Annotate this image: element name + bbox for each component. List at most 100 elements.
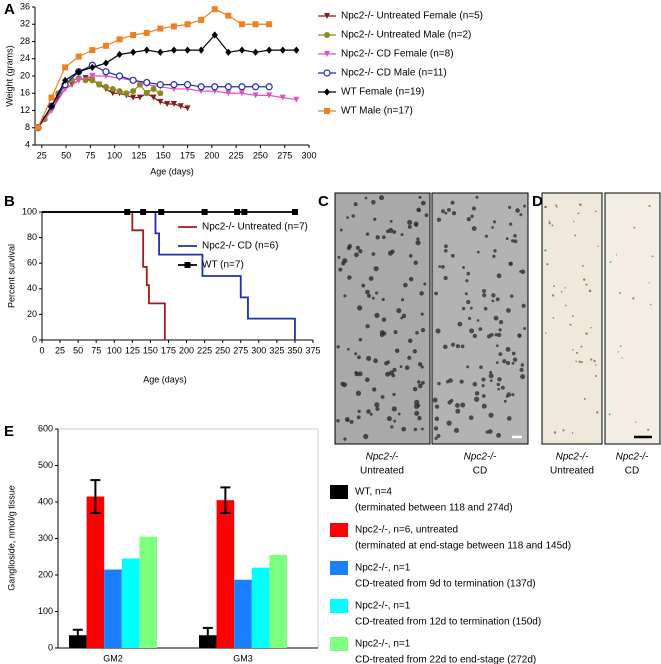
texture: [393, 330, 398, 335]
texture: [552, 317, 555, 319]
texture: [390, 425, 394, 429]
texture: [470, 214, 474, 219]
marker: [184, 262, 191, 268]
texture: [373, 358, 378, 364]
texture: [509, 294, 514, 298]
texture: [497, 332, 502, 338]
legend-description: CD-treated from 9d to termination (137d): [355, 579, 536, 590]
texture: [521, 303, 526, 308]
x-tick-label: 300: [301, 150, 316, 160]
marker: [266, 46, 273, 54]
texture: [407, 224, 412, 229]
marker: [75, 77, 82, 84]
texture: [512, 357, 518, 362]
texture: [446, 207, 451, 212]
texture: [597, 245, 599, 247]
marker: [238, 83, 246, 91]
texture: [506, 308, 511, 313]
texture: [355, 390, 362, 396]
y-tick-label: 200: [38, 569, 53, 579]
marker: [198, 16, 205, 23]
texture: [483, 306, 488, 311]
texture: [520, 374, 526, 380]
texture: [357, 355, 361, 360]
legend-label: WT Female (n=19): [341, 87, 424, 98]
texture: [548, 222, 551, 225]
marker: [170, 46, 177, 54]
marker: [201, 209, 208, 215]
x-axis-label: Age (days): [143, 374, 187, 384]
marker: [115, 72, 124, 80]
y-axis-label: Percent survival: [6, 244, 16, 308]
texture: [472, 333, 478, 339]
legend-label: WT (n=7): [202, 260, 244, 271]
texture: [553, 285, 555, 287]
marker: [109, 90, 116, 97]
texture: [460, 344, 465, 349]
texture: [508, 261, 513, 267]
micrograph: [431, 192, 529, 445]
texture: [397, 412, 401, 416]
texture: [577, 212, 580, 215]
x-tick-label: 25: [37, 150, 47, 160]
texture: [420, 328, 426, 333]
texture: [474, 391, 480, 396]
marker: [143, 29, 150, 36]
y-tick-label: 16: [20, 88, 30, 98]
texture: [391, 406, 397, 412]
texture: [408, 276, 414, 282]
series-line: [37, 77, 188, 129]
texture: [455, 344, 460, 349]
texture: [393, 419, 397, 423]
error-bar: [202, 626, 213, 644]
texture: [617, 351, 619, 353]
texture: [510, 239, 515, 243]
bar: [121, 558, 140, 648]
y-tick-label: 300: [38, 533, 53, 543]
texture: [356, 415, 361, 420]
texture: [400, 233, 404, 237]
y-tick-label: 60: [27, 258, 37, 268]
texture: [364, 196, 368, 200]
texture: [392, 367, 397, 372]
x-tick-label: 275: [277, 150, 292, 160]
texture: [615, 254, 618, 256]
texture: [417, 362, 423, 367]
texture: [446, 420, 452, 426]
texture: [355, 245, 360, 250]
texture: [441, 265, 445, 269]
legend-label: Npc2-/-, n=1: [355, 563, 411, 574]
texture: [358, 337, 363, 342]
texture: [432, 397, 438, 403]
texture: [546, 263, 549, 266]
marker: [324, 32, 330, 38]
texture: [491, 293, 496, 298]
legend-description: CD-treated from 22d to end-stage (272d): [355, 655, 536, 664]
marker: [130, 94, 137, 101]
texture: [482, 293, 487, 298]
texture: [413, 260, 418, 265]
texture: [544, 205, 547, 208]
y-tick-label: 100: [22, 206, 37, 216]
texture: [366, 355, 372, 361]
legend-label: WT, n=4: [355, 487, 392, 498]
texture: [417, 403, 421, 408]
texture: [593, 359, 596, 363]
marker: [197, 83, 205, 91]
texture: [412, 386, 418, 392]
y-tick-label: 500: [38, 460, 53, 470]
texture: [496, 432, 501, 438]
texture: [357, 305, 363, 311]
bar: [104, 569, 122, 648]
micrographs: [334, 192, 661, 445]
legend-label: Npc2-/- Untreated Female (n=5): [341, 11, 483, 22]
error-bar: [220, 486, 231, 514]
texture: [417, 380, 421, 384]
x-tick-label: 350: [287, 345, 302, 355]
texture: [471, 226, 477, 231]
texture: [394, 348, 400, 354]
y-axis-label: Weight (grams): [4, 45, 14, 106]
marker: [266, 92, 273, 99]
texture: [544, 249, 547, 252]
